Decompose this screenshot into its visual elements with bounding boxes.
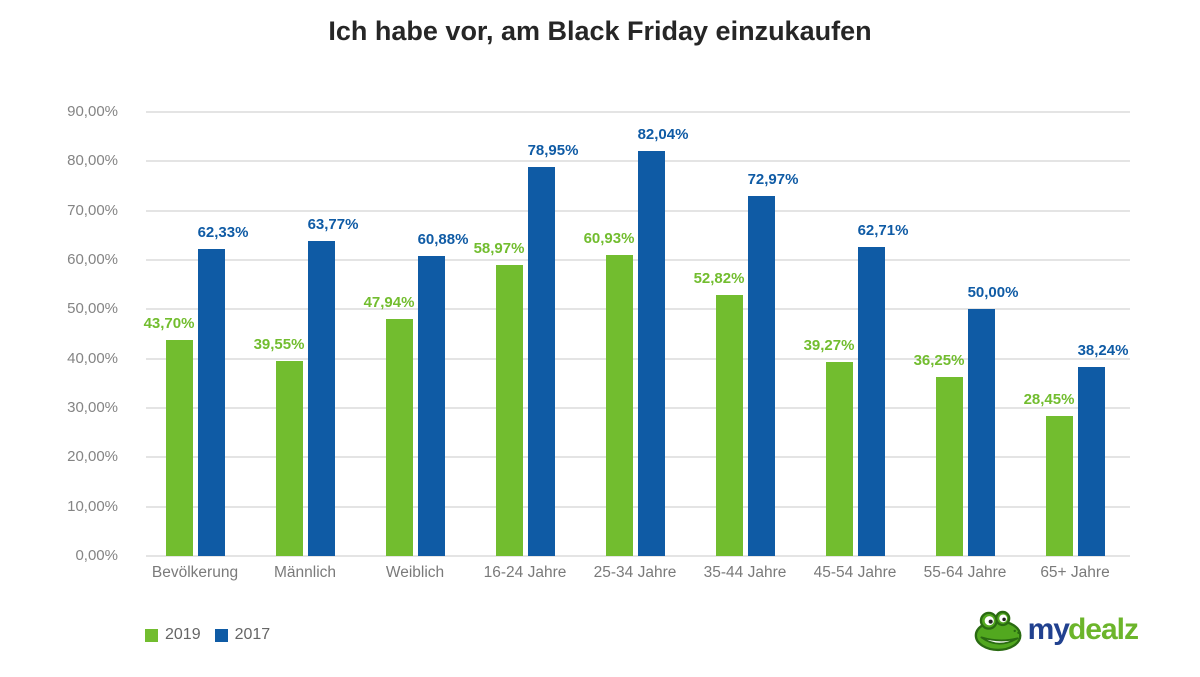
bar-2017-3 [417, 255, 445, 556]
bar-2017-6 [747, 196, 775, 556]
bar-2019-3 [385, 319, 413, 556]
gridline [146, 555, 1130, 557]
y-axis-tick-label: 30,00% [67, 399, 118, 416]
x-axis-category-label: 65+ Jahre [1040, 564, 1110, 581]
logo-text-my: my [1027, 613, 1070, 646]
y-axis-tick-label: 60,00% [67, 251, 118, 268]
bar-2017-4 [527, 166, 555, 556]
bar-value-label: 43,70% [143, 315, 195, 333]
bar-2019-1 [165, 340, 193, 556]
y-axis-tick-label: 0,00% [75, 547, 118, 564]
bar-2017-9 [1077, 367, 1105, 556]
x-axis-category-label: 25-34 Jahre [593, 564, 677, 581]
bar-value-label: 60,93% [583, 230, 635, 248]
gecko-icon [974, 608, 1024, 652]
logo-text-dealz: dealz [1067, 613, 1139, 646]
bar-2019-9 [1045, 415, 1073, 556]
x-axis-category-label: 45-54 Jahre [813, 564, 897, 581]
legend-swatch-2019 [145, 628, 158, 642]
legend-swatch-2017 [214, 628, 228, 642]
y-axis-tick-label: 80,00% [67, 152, 118, 170]
legend-item-2017: 2017 [214, 626, 271, 644]
bar-value-label: 47,94% [363, 294, 415, 312]
x-axis-category-label: 16-24 Jahre [483, 564, 567, 581]
bar-2019-7 [825, 362, 853, 556]
x-axis-category-label: Bevölkerung [151, 564, 239, 581]
bar-value-label: 62,71% [857, 221, 909, 239]
bar-value-label: 72,97% [747, 171, 799, 188]
bar-value-label: 58,97% [473, 240, 525, 258]
mydealz-logo: my dealz [974, 608, 1139, 652]
x-axis-category-label: 55-64 Jahre [923, 564, 1007, 581]
legend-label-2017: 2017 [234, 626, 271, 643]
x-axis-category-label: Männlich [273, 564, 337, 581]
y-axis-tick-label: 40,00% [67, 349, 118, 367]
bar-2017-7 [857, 246, 885, 556]
legend-label-2019: 2019 [165, 626, 201, 643]
bar-2019-8 [935, 377, 963, 556]
bar-2019-4 [495, 265, 523, 556]
x-axis-category-label: 35-44 Jahre [703, 564, 787, 581]
bar-value-label: 38,24% [1077, 342, 1129, 360]
bar-value-label: 39,27% [803, 337, 855, 355]
chart-title: Ich habe vor, am Black Friday einzukaufe… [328, 16, 872, 46]
bar-2017-1 [197, 248, 225, 556]
y-axis-tick-label: 50,00% [67, 300, 118, 318]
bar-2017-5 [637, 151, 665, 556]
bar-2017-8 [967, 309, 995, 556]
bar-value-label: 39,55% [253, 335, 305, 353]
bar-value-label: 82,04% [637, 126, 689, 144]
bar-value-label: 63,77% [307, 216, 359, 234]
y-axis-tick-label: 10,00% [67, 497, 118, 515]
bar-2017-2 [307, 241, 335, 556]
bar-2019-6 [715, 295, 743, 556]
legend-item-2019: 2019 [145, 626, 201, 644]
legend: 2019 2017 [145, 626, 270, 644]
bar-2019-2 [275, 360, 303, 556]
bar-value-label: 50,00% [967, 284, 1019, 302]
y-axis-tick-label: 90,00% [67, 103, 118, 120]
bar-value-label: 78,95% [527, 141, 579, 159]
bar-value-label: 60,88% [417, 230, 469, 248]
x-axis-category-label: Weiblich [385, 564, 445, 581]
bar-value-label: 62,33% [197, 223, 249, 241]
bar-value-label: 36,25% [913, 352, 965, 370]
bar-value-label: 28,45% [1023, 390, 1075, 408]
y-axis-tick-label: 70,00% [67, 201, 118, 219]
bar-2019-5 [605, 255, 633, 556]
gridline [146, 111, 1130, 113]
bar-value-label: 52,82% [693, 270, 745, 288]
y-axis-tick-label: 20,00% [67, 448, 118, 466]
